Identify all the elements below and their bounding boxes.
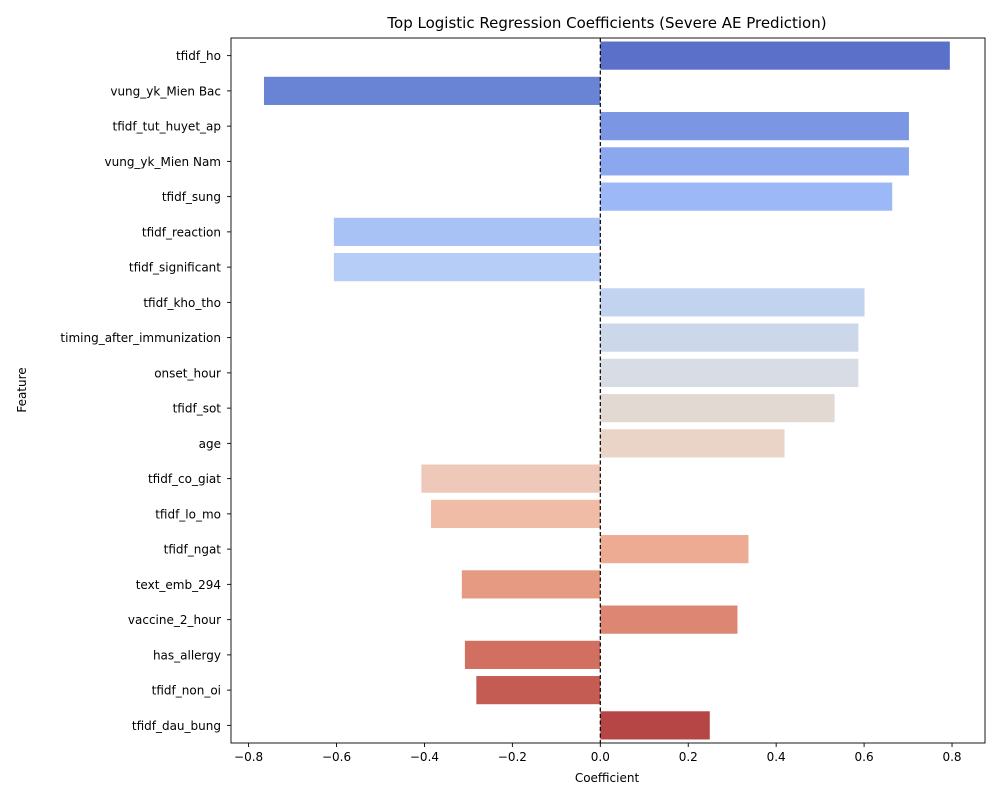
- bar-tfidf-co-giat: [421, 464, 601, 493]
- bar-tfidf-sot: [600, 394, 835, 423]
- y-tick-label: tfidf_sung: [162, 190, 221, 204]
- x-tick-label: −0.4: [410, 750, 439, 764]
- x-tick-label: −0.2: [498, 750, 527, 764]
- y-tick-label: text_emb_294: [136, 578, 221, 592]
- bar-vaccine-2-hour: [600, 605, 738, 634]
- x-axis-title: Coefficient: [575, 771, 640, 785]
- y-tick-label: tfidf_kho_tho: [143, 296, 221, 310]
- x-tick-label: 0.4: [767, 750, 786, 764]
- x-tick-label: 0.6: [855, 750, 874, 764]
- bar-text-emb-294: [461, 570, 601, 599]
- y-tick-label: tfidf_ngat: [164, 543, 222, 557]
- y-tick-label: tfidf_co_giat: [148, 472, 221, 486]
- y-tick-label: age: [199, 437, 221, 451]
- bar-timing-after-immunization: [600, 323, 859, 352]
- y-tick-label: tfidf_ho: [176, 49, 221, 63]
- y-tick-label: tfidf_non_oi: [152, 684, 221, 698]
- bar-tfidf-reaction: [333, 217, 601, 246]
- chart-title: Top Logistic Regression Coefficients (Se…: [386, 14, 826, 32]
- bar-has-allergy: [464, 640, 601, 669]
- bar-tfidf-non-oi: [476, 676, 601, 705]
- bar-tfidf-tut-huyet-ap: [600, 112, 909, 141]
- bar-tfidf-kho-tho: [600, 288, 865, 317]
- bar-tfidf-ho: [600, 41, 950, 70]
- y-tick-label: timing_after_immunization: [60, 331, 221, 345]
- y-tick-label: tfidf_dau_bung: [132, 719, 221, 733]
- y-tick-label: has_allergy: [153, 648, 221, 662]
- bar-tfidf-dau-bung: [600, 711, 710, 740]
- y-axis-title: Feature: [15, 367, 29, 412]
- y-tick-label: tfidf_reaction: [142, 225, 221, 239]
- bar-onset-hour: [600, 358, 859, 387]
- bar-tfidf-lo-mo: [431, 499, 601, 528]
- y-tick-label: vung_yk_Mien Nam: [105, 155, 222, 169]
- y-tick-label: tfidf_significant: [129, 261, 221, 275]
- x-tick-label: 0.0: [591, 750, 610, 764]
- bar-vung-yk-mien-nam: [600, 147, 909, 176]
- x-tick-label: −0.6: [322, 750, 351, 764]
- bar-tfidf-significant: [333, 253, 601, 282]
- bars-group: [263, 41, 950, 740]
- y-tick-label: vaccine_2_hour: [128, 613, 221, 627]
- x-tick-label: 0.8: [942, 750, 961, 764]
- y-tick-label: tfidf_sot: [173, 402, 222, 416]
- y-tick-label: tfidf_lo_mo: [155, 507, 221, 521]
- x-tick-label: 0.2: [679, 750, 698, 764]
- y-axis-ticks: tfidf_ho vung_yk_Mien Bac tfidf_tut_huyet_…: [60, 49, 231, 733]
- y-tick-label: vung_yk_Mien Bac: [110, 84, 221, 98]
- bar-vung-yk-mien-bac: [263, 76, 601, 105]
- x-axis-ticks: −0.8 −0.6 −0.4 −0.2 0.0 0.2 0.4 0.6 0.8: [234, 743, 962, 764]
- bar-age: [600, 429, 785, 458]
- plot-frame: [230, 37, 986, 744]
- x-tick-label: −0.8: [234, 750, 263, 764]
- y-tick-label: tfidf_tut_huyet_ap: [113, 120, 222, 134]
- y-tick-label: onset_hour: [154, 366, 221, 380]
- bar-tfidf-ngat: [600, 535, 749, 564]
- bar-tfidf-sung: [600, 182, 893, 211]
